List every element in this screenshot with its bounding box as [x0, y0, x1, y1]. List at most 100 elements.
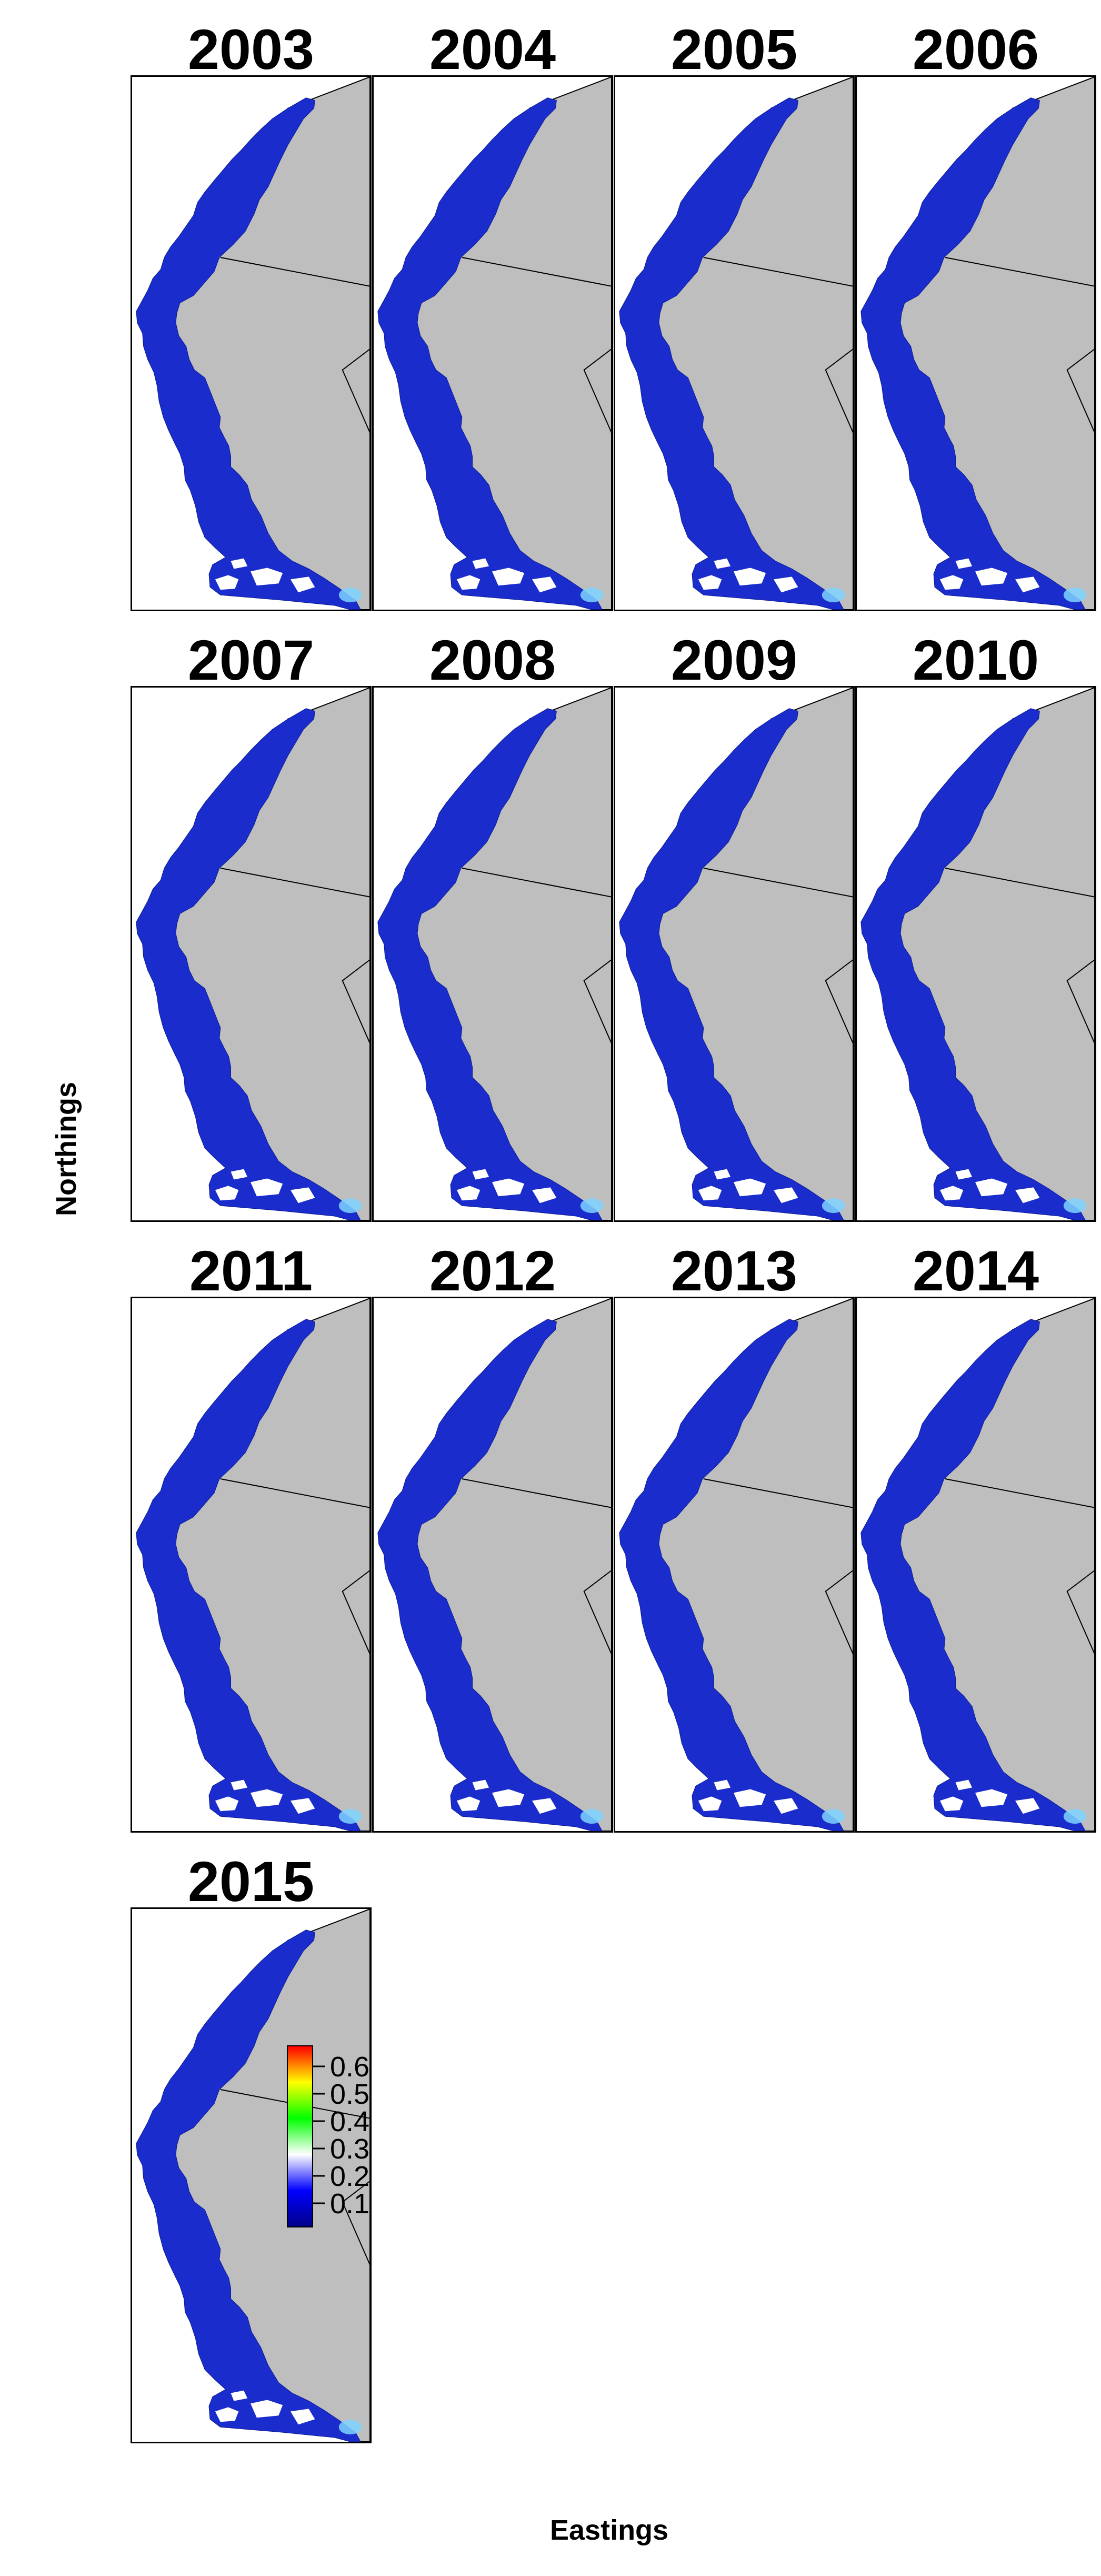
high-value-patch: [580, 1198, 604, 1214]
prediction-domain: [860, 708, 1086, 1220]
domain-gap: [492, 1178, 525, 1197]
state-border-line: [220, 867, 370, 898]
domain-gap: [472, 1779, 489, 1791]
map-svg: [136, 1298, 370, 1831]
domain-gap: [291, 576, 315, 593]
state-border-line: [945, 867, 1095, 898]
domain-gap: [714, 1169, 731, 1180]
panel-title-year: 2009: [670, 628, 798, 692]
map-svg: [619, 77, 853, 610]
domain-gap: [975, 1178, 1008, 1197]
prediction-domain: [860, 1319, 1086, 1831]
y-axis-title: Northings: [51, 1082, 82, 1216]
state-border-line: [1066, 959, 1095, 1044]
domain-gap: [231, 1779, 248, 1791]
panel-title-year: 2004: [429, 17, 556, 81]
state-border-line: [220, 1478, 370, 1508]
state-border-line: [342, 1570, 370, 1655]
legend-tick-label: 0.2: [330, 2161, 370, 2192]
prediction-domain: [136, 1929, 361, 2442]
domain-gap: [291, 1798, 315, 1814]
prediction-domain: [619, 1319, 844, 1831]
state-border-line: [342, 959, 370, 1044]
domain-gap: [251, 1178, 283, 1197]
domain-gap: [1015, 576, 1040, 593]
high-value-patch: [580, 588, 604, 603]
legend-tick-label: 0.3: [330, 2133, 370, 2165]
map-svg: [136, 688, 370, 1220]
map-panel: [614, 75, 855, 611]
domain-gap: [975, 1789, 1008, 1807]
domain-gap: [955, 1779, 973, 1791]
domain-gap: [734, 1178, 766, 1197]
high-value-patch: [822, 1809, 845, 1824]
state-border-line: [703, 1478, 853, 1508]
domain-gap: [774, 576, 798, 593]
domain-gap: [456, 1796, 481, 1812]
prediction-domain: [377, 708, 603, 1220]
panel-title-year: 2011: [189, 1239, 313, 1302]
panel-title-year: 2006: [912, 17, 1039, 81]
legend-colorbar: [287, 2045, 313, 2227]
prediction-domain: [377, 97, 603, 610]
domain-gap: [955, 1169, 973, 1180]
state-border-line: [945, 256, 1095, 287]
high-value-patch: [1063, 1809, 1087, 1824]
prediction-domain: [619, 708, 844, 1220]
map-svg: [377, 77, 612, 610]
legend-tick-label: 0.4: [330, 2106, 370, 2137]
map-svg: [136, 1909, 370, 2442]
domain-gap: [472, 558, 489, 569]
state-border-line: [342, 349, 370, 433]
state-border-line: [825, 1570, 853, 1655]
domain-gap: [975, 568, 1008, 586]
prediction-domain: [619, 97, 844, 610]
state-border-line: [945, 1478, 1095, 1508]
state-border-line: [462, 1478, 612, 1508]
domain-gap: [532, 1187, 557, 1204]
map-svg: [136, 77, 370, 610]
map-panel: [131, 1297, 372, 1833]
domain-gap: [456, 575, 481, 590]
domain-gap: [231, 2390, 248, 2401]
state-border-line: [703, 256, 853, 287]
map-panel: [855, 686, 1096, 1222]
domain-gap: [231, 558, 248, 569]
legend-ticks: [313, 2065, 325, 2204]
map-panel: [855, 75, 1096, 611]
map-svg: [619, 688, 853, 1220]
state-border-line: [462, 867, 612, 898]
panel-title-year: 2005: [670, 17, 798, 81]
legend-tick-label: 0.1: [330, 2188, 370, 2220]
map-svg: [377, 1298, 612, 1831]
high-value-patch: [338, 2420, 362, 2435]
high-value-patch: [1063, 588, 1087, 603]
panel-title-year: 2012: [429, 1239, 556, 1302]
high-value-patch: [822, 1198, 845, 1214]
map-svg: [377, 688, 612, 1220]
high-value-patch: [338, 588, 362, 603]
domain-gap: [492, 568, 525, 586]
domain-gap: [492, 1789, 525, 1807]
panel-title-year: 2007: [187, 628, 315, 692]
high-value-patch: [1063, 1198, 1087, 1214]
prediction-domain: [136, 708, 361, 1220]
panel-title-year: 2010: [912, 628, 1039, 692]
prediction-domain: [860, 97, 1086, 610]
high-value-patch: [338, 1809, 362, 1824]
panel-title-year: 2008: [429, 628, 556, 692]
state-border-line: [703, 867, 853, 898]
panel-title-year: 2013: [670, 1239, 798, 1302]
map-svg: [619, 1298, 853, 1831]
domain-gap: [251, 568, 283, 586]
high-value-patch: [580, 1809, 604, 1824]
domain-gap: [215, 575, 239, 590]
domain-gap: [939, 1186, 964, 1201]
panel-title-year: 2014: [912, 1239, 1039, 1302]
map-panel: [614, 686, 855, 1222]
map-panel: [131, 686, 372, 1222]
domain-gap: [291, 2409, 315, 2425]
domain-gap: [231, 1169, 248, 1180]
domain-gap: [532, 576, 557, 593]
map-panel: [372, 75, 613, 611]
